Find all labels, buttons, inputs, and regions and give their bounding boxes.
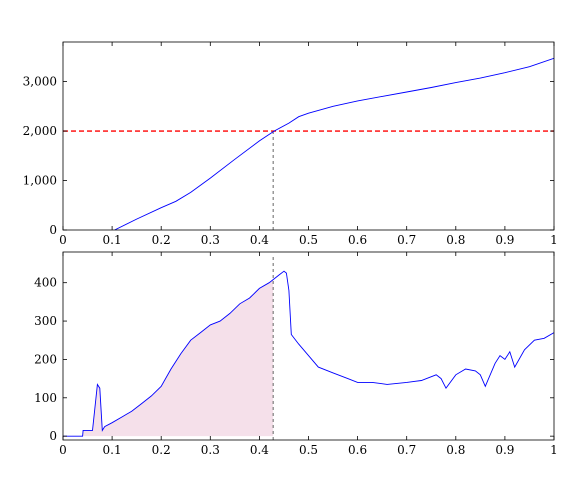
x-tick-label: 0.3 [201, 443, 220, 457]
x-tick-label: 0.6 [348, 233, 367, 247]
x-tick-label: 0.8 [446, 233, 465, 247]
x-tick-label: 0.7 [397, 233, 416, 247]
y-tick-label: 400 [34, 276, 57, 290]
plot-frame [62, 41, 555, 231]
x-tick-label: 0.7 [397, 443, 416, 457]
x-tick-label: 0.9 [495, 443, 514, 457]
x-tick-label: 0.5 [299, 443, 318, 457]
x-tick-label: 0.6 [348, 443, 367, 457]
x-tick-label: 0.5 [299, 233, 318, 247]
x-tick-label: 0.2 [152, 233, 171, 247]
y-tick-label: 0 [49, 223, 57, 237]
x-tick-label: 0.8 [446, 443, 465, 457]
shaded-area [63, 279, 274, 437]
x-tick-label: 0.3 [201, 233, 220, 247]
x-tick-label: 0.1 [103, 443, 122, 457]
x-tick-label: 0.4 [250, 233, 269, 247]
x-tick-label: 0.1 [103, 233, 122, 247]
series-line [114, 57, 554, 230]
y-tick-label: 3,000 [23, 75, 57, 89]
x-tick-label: 0.2 [152, 443, 171, 457]
x-tick-label: 0.4 [250, 443, 269, 457]
top-line-chart: 0 0.1 0.2 0.3 0.4 0.5 0.6 0.7 0.8 0.9 1 0 1,000 2,000… [23, 41, 558, 247]
y-tick-label: 2,000 [23, 124, 57, 138]
x-tick-label: 0 [59, 443, 67, 457]
y-tick-label: 0 [49, 429, 57, 443]
y-tick-label: 200 [34, 352, 57, 366]
x-tick-label: 0.9 [495, 233, 514, 247]
x-tick-label: 1 [550, 233, 558, 247]
bottom-area-chart: 0 0.1 0.2 0.3 0.4 0.5 0.6 0.7 0.8 0.9 1 0 100 200 300 4… [34, 251, 558, 457]
x-tick-label: 1 [550, 443, 558, 457]
x-tick-label: 0 [59, 233, 67, 247]
y-tick-label: 300 [34, 314, 57, 328]
y-tick-label: 100 [34, 391, 57, 405]
series-line [63, 270, 554, 437]
y-tick-label: 1,000 [23, 174, 57, 188]
